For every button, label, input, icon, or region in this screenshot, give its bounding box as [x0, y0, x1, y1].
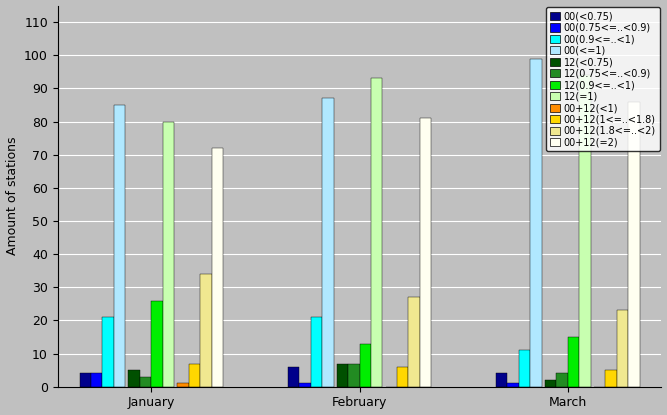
Bar: [568, 337, 579, 387]
Bar: [397, 367, 408, 387]
Bar: [556, 374, 568, 387]
Bar: [163, 122, 174, 387]
Bar: [91, 374, 103, 387]
Bar: [420, 118, 432, 387]
Bar: [337, 364, 348, 387]
Bar: [114, 105, 125, 387]
Legend: 00(<0.75), 00(0.75<=..<0.9), 00(0.9<=..<1), 00(<=1), 12(<0.75), 12(0.75<=..<0.9): 00(<0.75), 00(0.75<=..<0.9), 00(0.9<=..<…: [546, 7, 660, 151]
Bar: [371, 78, 382, 387]
Bar: [519, 350, 530, 387]
Bar: [311, 317, 322, 387]
Bar: [211, 148, 223, 387]
Bar: [129, 370, 140, 387]
Bar: [177, 383, 189, 387]
Bar: [408, 297, 420, 387]
Y-axis label: Amount of stations: Amount of stations: [5, 137, 19, 255]
Bar: [299, 383, 311, 387]
Bar: [605, 370, 617, 387]
Bar: [151, 300, 163, 387]
Bar: [287, 367, 299, 387]
Bar: [628, 102, 640, 387]
Bar: [508, 383, 519, 387]
Bar: [79, 374, 91, 387]
Bar: [189, 364, 200, 387]
Bar: [322, 98, 334, 387]
Bar: [140, 377, 151, 387]
Bar: [496, 374, 508, 387]
Bar: [200, 274, 211, 387]
Bar: [360, 344, 371, 387]
Bar: [579, 75, 591, 387]
Bar: [530, 59, 542, 387]
Bar: [348, 364, 360, 387]
Bar: [617, 310, 628, 387]
Bar: [545, 380, 556, 387]
Bar: [103, 317, 114, 387]
